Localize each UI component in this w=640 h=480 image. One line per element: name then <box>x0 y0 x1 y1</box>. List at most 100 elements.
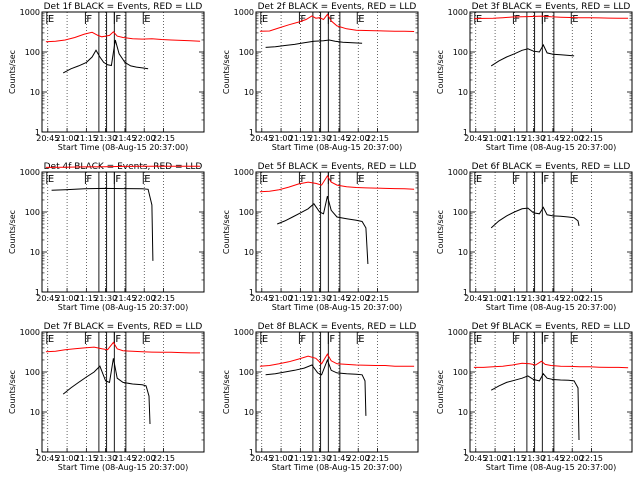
flag-label: F <box>543 14 549 25</box>
x-tick-label: 20:45 <box>250 454 273 463</box>
flag-label: F <box>115 174 121 185</box>
x-tick-label: 21:00 <box>56 454 79 463</box>
series-events <box>490 43 575 67</box>
series-lld <box>45 341 201 354</box>
panel-title: Det 6f BLACK = Events, RED = LLD <box>472 162 631 172</box>
plot-frame <box>41 331 205 453</box>
y-tick-label: 10 <box>458 88 468 97</box>
y-tick-label: 1000 <box>448 8 468 17</box>
series-events <box>277 195 369 265</box>
panel-det-5: Det 5f BLACK = Events, RED = LLD20:4521:… <box>222 162 419 312</box>
x-tick-label: 21:15 <box>75 134 98 143</box>
x-axis-label: Start Time (08-Aug-15 20:37:00) <box>486 463 617 472</box>
x-tick-label: 21:45 <box>113 134 136 143</box>
flag-label: E <box>48 174 54 185</box>
x-tick-label: 22:00 <box>347 294 370 303</box>
flag-label: E <box>144 174 150 185</box>
flag-label: F <box>329 334 335 345</box>
x-tick-label: 21:00 <box>484 294 507 303</box>
x-tick-label: 20:45 <box>36 134 59 143</box>
plot-frame <box>255 171 419 293</box>
panel-title: Det 4f BLACK = Events, RED = LLD <box>44 162 203 172</box>
x-tick-label: 21:30 <box>522 454 545 463</box>
flag-label: F <box>329 174 335 185</box>
flag-label: F <box>300 14 306 25</box>
y-tick-label: 1 <box>35 288 40 297</box>
panel-title: Det 2f BLACK = Events, RED = LLD <box>258 2 417 12</box>
x-tick-label: 22:15 <box>152 294 175 303</box>
x-tick-label: 22:15 <box>152 134 175 143</box>
y-axis-label: Counts/sec <box>436 50 445 94</box>
plot-frame <box>41 171 205 293</box>
y-tick-label: 1 <box>249 448 254 457</box>
flag-label: F <box>543 174 549 185</box>
flag-label: E <box>262 174 268 185</box>
x-tick-label: 21:45 <box>327 454 350 463</box>
x-tick-label: 21:45 <box>113 294 136 303</box>
x-axis-label: Start Time (08-Aug-15 20:37:00) <box>486 303 617 312</box>
flag-label: E <box>358 174 364 185</box>
x-tick-label: 21:00 <box>56 294 79 303</box>
y-tick-label: 100 <box>453 48 468 57</box>
panel-title: Det 7f BLACK = Events, RED = LLD <box>44 322 203 332</box>
panel-det-7: Det 7f BLACK = Events, RED = LLD20:4521:… <box>8 322 205 472</box>
y-tick-label: 10 <box>30 408 40 417</box>
y-tick-label: 1000 <box>234 168 254 177</box>
flag-label: E <box>144 14 150 25</box>
series-lld <box>259 174 415 193</box>
flag-label: E <box>572 334 578 345</box>
y-axis-label: Counts/sec <box>436 370 445 414</box>
y-tick-label: 1 <box>463 128 468 137</box>
y-tick-label: 100 <box>239 48 254 57</box>
x-axis-label: Start Time (08-Aug-15 20:37:00) <box>58 143 189 152</box>
flag-label: F <box>329 14 335 25</box>
x-tick-label: 21:30 <box>94 134 117 143</box>
y-tick-label: 1000 <box>448 328 468 337</box>
y-tick-label: 1 <box>249 128 254 137</box>
y-tick-label: 100 <box>453 208 468 217</box>
flag-label: E <box>262 14 268 25</box>
x-tick-label: 20:45 <box>36 294 59 303</box>
series-events <box>51 187 154 261</box>
x-tick-label: 22:00 <box>347 454 370 463</box>
flag-label: E <box>476 174 482 185</box>
panel-det-1: Det 1f BLACK = Events, RED = LLD20:4521:… <box>8 2 205 152</box>
x-tick-label: 22:15 <box>366 134 389 143</box>
x-axis-label: Start Time (08-Aug-15 20:37:00) <box>272 463 403 472</box>
y-tick-label: 10 <box>30 248 40 257</box>
flag-label: E <box>358 14 364 25</box>
y-tick-label: 1 <box>35 448 40 457</box>
series-lld <box>473 360 629 369</box>
x-tick-label: 21:15 <box>289 134 312 143</box>
flag-label: E <box>476 14 482 25</box>
y-tick-label: 10 <box>244 88 254 97</box>
x-tick-label: 21:00 <box>484 134 507 143</box>
panel-det-6: Det 6f BLACK = Events, RED = LLD 20:4521:… <box>436 162 633 312</box>
y-tick-label: 100 <box>239 368 254 377</box>
flag-label: F <box>115 14 121 25</box>
flag-label: E <box>476 334 482 345</box>
x-tick-label: 21:15 <box>75 454 98 463</box>
x-axis-label: Start Time (08-Aug-15 20:37:00) <box>486 143 617 152</box>
x-tick-label: 22:15 <box>152 454 175 463</box>
plot-frame <box>469 331 633 453</box>
y-tick-label: 100 <box>239 208 254 217</box>
x-tick-label: 21:15 <box>289 294 312 303</box>
flag-label: E <box>48 334 54 345</box>
x-tick-label: 21:45 <box>541 134 564 143</box>
x-tick-label: 21:45 <box>541 454 564 463</box>
y-tick-label: 1 <box>463 448 468 457</box>
panel-title: Det 5f BLACK = Events, RED = LLD <box>258 162 417 172</box>
plot-frame <box>41 11 205 133</box>
x-tick-label: 21:30 <box>308 134 331 143</box>
x-tick-label: 22:15 <box>366 294 389 303</box>
x-axis-label: Start Time (08-Aug-15 20:37:00) <box>58 463 189 472</box>
series-events <box>490 206 580 229</box>
y-axis-label: Counts/sec <box>8 370 17 414</box>
x-tick-label: 21:00 <box>270 294 293 303</box>
x-tick-label: 21:15 <box>503 454 526 463</box>
x-tick-label: 20:45 <box>250 134 273 143</box>
y-axis-label: Counts/sec <box>8 210 17 254</box>
x-tick-label: 20:45 <box>464 294 487 303</box>
